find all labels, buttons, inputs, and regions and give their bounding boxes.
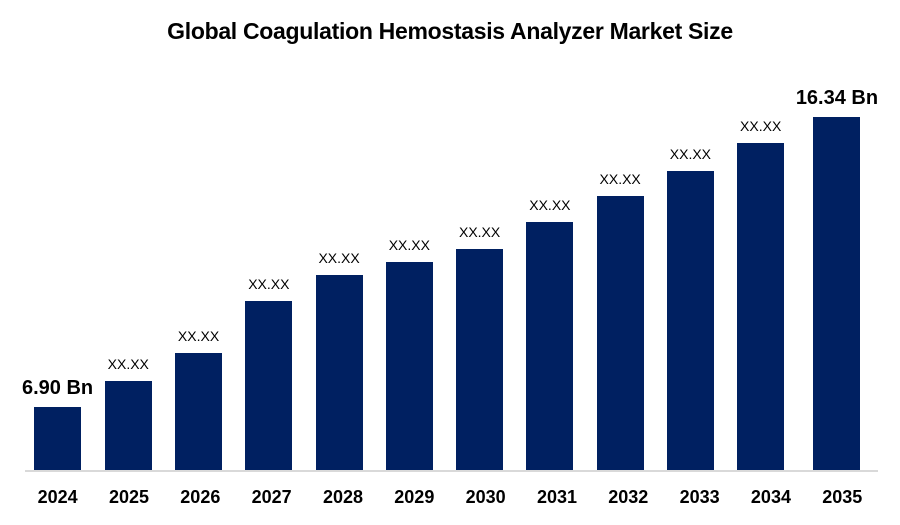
x-axis-label-2028: 2028 <box>322 487 363 507</box>
bar-column-2030: XX.XX <box>444 69 514 471</box>
x-axis-label-2034: 2034 <box>750 487 791 507</box>
x-axis-label-2026: 2026 <box>180 487 221 507</box>
bar-column-2031: XX.XX <box>515 69 585 471</box>
x-axis-line <box>25 470 878 472</box>
chart-title: Global Coagulation Hemostasis Analyzer M… <box>167 18 733 44</box>
bar-column-2029: XX.XX <box>374 69 444 471</box>
bar-value-label-2025: XX.XX <box>107 356 149 372</box>
x-axis-label-2035: 2035 <box>822 487 863 507</box>
bar-column-2033: XX.XX <box>655 69 725 471</box>
bar-column-2032: XX.XX <box>585 69 655 471</box>
bar-column-2034: XX.XX <box>726 69 796 471</box>
bar-2024 <box>34 407 82 471</box>
bar-value-label-2031: XX.XX <box>529 197 571 213</box>
bar-2027 <box>245 301 293 471</box>
bar-column-2028: XX.XX <box>304 69 374 471</box>
x-axis-label-2032: 2032 <box>608 487 649 507</box>
bar-value-label-2035: 16.34 Bn <box>795 87 879 109</box>
bar-column-2026: XX.XX <box>163 69 233 471</box>
bar-value-label-2024: 6.90 Bn <box>22 377 94 399</box>
bar-value-label-2030: XX.XX <box>458 224 501 240</box>
bar-value-label-2032: XX.XX <box>599 171 641 187</box>
bar-value-label-2029: XX.XX <box>388 237 430 253</box>
bars-row: 6.90 Bn XX.XX XX.XX XX.XX XX.XX XX.XX XX.XX XX.… <box>22 69 878 471</box>
bar-value-label-2028: XX.XX <box>318 250 360 266</box>
bar-value-label-2026: XX.XX <box>177 328 220 344</box>
bar-2032 <box>596 196 644 471</box>
bar-2033 <box>666 171 714 471</box>
bar-column-2027: XX.XX <box>234 69 304 471</box>
x-axis-label-2030: 2030 <box>465 487 506 507</box>
bar-2035 <box>813 117 861 471</box>
x-axis-label-2033: 2033 <box>679 487 720 507</box>
bar-value-label-2034: XX.XX <box>740 118 782 134</box>
bar-column-2025: XX.XX <box>93 69 163 471</box>
bar-2030 <box>456 249 504 471</box>
bar-value-label-2027: XX.XX <box>248 276 290 292</box>
x-axis-label-2027: 2027 <box>251 487 292 507</box>
x-axis-label-2024: 2024 <box>37 487 78 507</box>
bar-2034 <box>737 143 785 471</box>
bar-2029 <box>385 262 433 471</box>
bar-2028 <box>315 275 363 471</box>
x-axis-label-2029: 2029 <box>394 487 435 507</box>
x-axis-label-2025: 2025 <box>108 487 150 507</box>
bar-2025 <box>104 381 152 471</box>
x-axis-label-2031: 2031 <box>536 487 577 507</box>
bar-value-label-2033: XX.XX <box>669 146 712 162</box>
bar-2026 <box>175 353 223 471</box>
bar-column-2024: 6.90 Bn <box>22 69 93 471</box>
x-axis-labels-row: 2024 2025 2026 2027 2028 2029 2030 2031 2032 2033… <box>22 487 878 508</box>
bar-column-2035: 16.34 Bn <box>796 69 878 471</box>
bar-2031 <box>526 222 574 471</box>
